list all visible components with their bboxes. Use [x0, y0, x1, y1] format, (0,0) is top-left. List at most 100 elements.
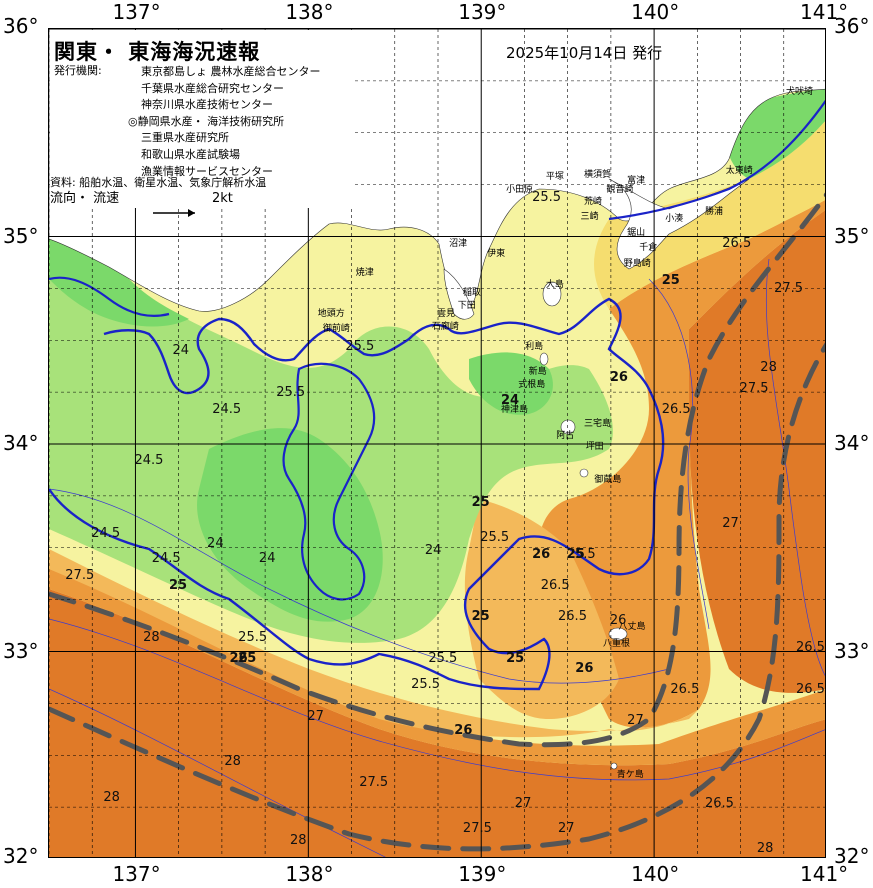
place-label: 荒崎 [583, 197, 602, 207]
issue-date: 2025年10月14日 発行 [506, 44, 663, 62]
issuer-item: 漁業情報サービスセンター [141, 164, 273, 178]
land-aogashima [610, 762, 618, 770]
latitude-label-left: 33° [3, 638, 39, 663]
isotherm-value-label: 25.5 [566, 546, 596, 562]
issuer-item: 千葉県水産総合研究センター [141, 81, 284, 95]
place-label: 太東崎 [725, 165, 753, 176]
isotherm-value-label: 26.5 [796, 681, 825, 697]
isotherm-value-label: 26 [229, 650, 248, 666]
isotherm-value-label: 24 [207, 536, 224, 552]
isotherm-value-label: 24.5 [91, 526, 121, 541]
longitude-label-top: 137° [112, 0, 161, 24]
isotherm-value-label: 26 [575, 660, 594, 676]
flow-legend-speed: 2kt [212, 191, 233, 206]
isotherm-value-label: 26.5 [796, 640, 825, 656]
isotherm-value-label: 27 [627, 712, 644, 728]
isotherm-value-label: 24 [172, 343, 190, 359]
place-label: 伊東 [487, 248, 506, 259]
longitude-label-top: 139° [458, 0, 507, 24]
isotherm-value-label: 25 [471, 494, 490, 510]
place-label: 神津島 [500, 404, 528, 415]
sst-zone-green-bay [469, 352, 553, 415]
flow-legend-label: 流向・ 流速 [50, 191, 120, 206]
isotherm-value-label: 27.5 [359, 775, 389, 790]
sst-zone-green-core [197, 428, 383, 622]
kuroshio-axis-main [49, 192, 825, 748]
place-label: 富津 [627, 176, 646, 187]
place-label: 式根島 [518, 379, 546, 390]
longitude-label-bottom: 138° [285, 862, 334, 886]
isotherm-value-label: 27.5 [462, 820, 492, 836]
land-hachijojima [608, 627, 628, 641]
place-label: 大島 [545, 280, 564, 290]
place-label: 雲見 [437, 309, 456, 320]
place-label: 坪田 [585, 441, 604, 452]
isotherm-value-label: 28 [143, 629, 160, 645]
sst-zone-northeast [594, 121, 825, 309]
issuer-item: 三重県水産研究所 [141, 131, 229, 145]
isotherm-thin-1 [49, 488, 670, 684]
isotherm-value-label: 26 [609, 370, 628, 386]
isotherm-value-label: 25.5 [428, 650, 458, 666]
isotherm-value-label: 26 [609, 613, 627, 629]
sst-zone-27-east [689, 210, 825, 693]
isotherm-value-label: 24.5 [134, 453, 164, 469]
latitude-label-right: 35° [834, 223, 870, 248]
latitude-label-left: 36° [3, 14, 39, 38]
isotherm-value-label: 27.5 [739, 380, 769, 396]
longitude-label-bottom: 141° [800, 862, 849, 886]
isotherm-value-label: 24 [424, 542, 442, 558]
latitude-label-left: 34° [3, 431, 39, 455]
land-boso [608, 178, 750, 270]
isotherm-value-label: 26 [454, 723, 473, 739]
latitude-label-right: 36° [834, 14, 870, 38]
longitude-label-top: 141° [800, 0, 849, 24]
land-niijima [539, 352, 549, 366]
isotherm-value-label: 25.5 [532, 189, 562, 205]
latitude-label-left: 32° [3, 844, 39, 868]
isotherm-value-label: 26.5 [558, 609, 587, 624]
issuer-item: 和歌山県水産試験場 [141, 148, 240, 161]
place-label: 横須賀 [583, 170, 611, 181]
land-miyakejima [560, 419, 576, 435]
place-label: 犬吠埼 [786, 87, 814, 98]
place-label: 利島 [525, 342, 544, 353]
isotherm-thin-4 [765, 258, 825, 676]
data-source: 資料: 船舶水温、衛星水温、気象庁解析水温 [50, 176, 267, 189]
place-label: 新島 [528, 367, 547, 378]
legend-box [50, 30, 352, 208]
longitude-label-bottom: 137° [112, 862, 161, 886]
isotherm-value-label: 28 [224, 754, 241, 770]
isotherm-value-label: 25 [661, 272, 680, 288]
isotherm-25-bay [49, 276, 170, 317]
longitude-label-bottom: 139° [458, 862, 507, 886]
isotherm-value-label: 24 [258, 550, 276, 566]
longitude-label-bottom: 140° [631, 862, 680, 886]
isotherm-value-label: 27 [514, 795, 532, 811]
sst-zone-28 [49, 589, 825, 857]
isotherm-value-label: 28 [756, 841, 774, 857]
isotherm-25-inner [282, 362, 376, 601]
isotherm-value-label: 27 [558, 820, 575, 836]
isotherm-value-label: 25.5 [345, 339, 375, 355]
isotherm-value-label: 25 [566, 546, 585, 562]
isotherm-value-label: 25 [238, 650, 257, 666]
isotherm-value-label: 28 [290, 833, 307, 849]
place-label: 御蔵島 [594, 475, 622, 486]
isotherm-value-label: 28 [103, 789, 120, 805]
isotherm-value-label: 25.5 [276, 384, 306, 400]
isotherm-value-label: 26.5 [540, 577, 570, 593]
latitude-label-right: 33° [834, 638, 870, 663]
isotherm-value-label: 26.5 [661, 401, 691, 417]
isotherm-value-label: 28 [760, 360, 777, 375]
place-label: 沼津 [449, 238, 468, 249]
isotherm-value-label: 25.5 [480, 530, 510, 546]
isotherm-value-label: 24.5 [212, 401, 242, 417]
latitude-label-right: 32° [834, 844, 870, 868]
land-izu-peninsula [443, 268, 475, 320]
sea-temperature-map[interactable] [48, 28, 826, 858]
isotherm-value-label: 27.5 [65, 567, 95, 583]
longitude-label-top: 140° [631, 0, 680, 24]
place-label: 三崎 [580, 211, 599, 222]
land-oshima [542, 281, 562, 307]
